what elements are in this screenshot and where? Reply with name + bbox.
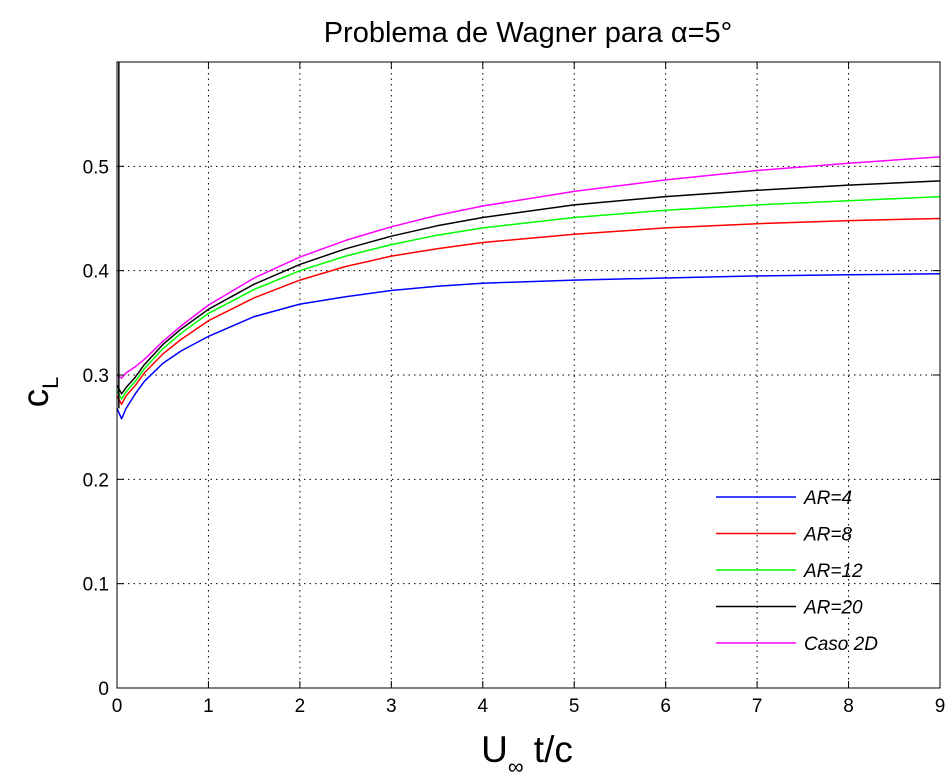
x-tick-label: 8 xyxy=(843,696,854,717)
x-axis-label-sub: ∞ xyxy=(508,754,524,779)
x-tick-label: 3 xyxy=(386,696,397,717)
legend-entry-label: AR=20 xyxy=(803,598,863,619)
series-line xyxy=(116,273,941,420)
ticks: 0 1 2 3 4 5 6 7 8 9 0 0.1 0.2 0.3 0.4 0.5 xyxy=(83,62,946,717)
x-tick-label: 9 xyxy=(935,696,946,717)
y-axis-label-group: cL xyxy=(15,377,63,408)
y-tick-label: 0 xyxy=(98,679,109,700)
x-tick-label: 7 xyxy=(752,696,763,717)
x-axis-label-main: U xyxy=(481,729,508,770)
x-tick-label: 2 xyxy=(295,696,306,717)
x-axis-label-rest: t/c xyxy=(524,729,573,770)
legend-entry-label: Caso 2D xyxy=(804,634,878,655)
y-axis-label-sub: L xyxy=(38,377,63,389)
legend-entry-label: AR=8 xyxy=(803,525,852,546)
series-line xyxy=(116,217,941,405)
legend-entry-label: AR=4 xyxy=(803,488,852,509)
x-tick-label: 5 xyxy=(569,696,580,717)
x-tick-label: 4 xyxy=(477,696,488,717)
y-tick-label: 0.2 xyxy=(83,470,109,491)
y-tick-label: 0.1 xyxy=(83,575,109,596)
y-tick-label: 0.5 xyxy=(83,157,109,178)
legend: AR=4 AR=8 AR=12 AR=20 Caso 2D xyxy=(716,488,878,655)
legend-entry-label: AR=12 xyxy=(803,561,863,582)
series-line xyxy=(116,156,941,379)
x-tick-label: 6 xyxy=(660,696,671,717)
y-tick-label: 0.3 xyxy=(83,366,109,387)
y-tick-label: 0.4 xyxy=(83,262,110,283)
series-line xyxy=(116,180,941,395)
x-axis-label: U∞ t/c xyxy=(481,729,573,779)
chart-title: Problema de Wagner para α=5° xyxy=(324,17,733,49)
series-line xyxy=(116,195,941,400)
y-axis-label: cL xyxy=(15,377,63,408)
y-axis-label-main: c xyxy=(15,389,56,408)
x-tick-label: 1 xyxy=(203,696,214,717)
x-tick-label: 0 xyxy=(112,696,123,717)
series-lines xyxy=(116,62,941,420)
